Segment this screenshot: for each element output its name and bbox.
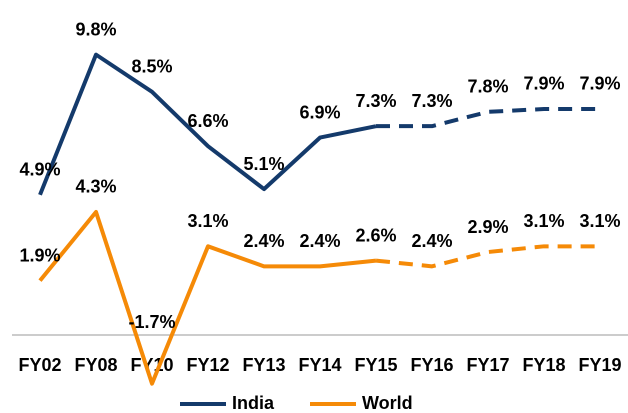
data-label: 3.1% [523,211,564,231]
series-line [38,209,377,386]
x-tick-label: FY19 [578,355,621,375]
x-tick-label: FY17 [466,355,509,375]
series-line [38,52,377,196]
x-tick-label: FY08 [74,355,117,375]
x-tick-label: FY13 [242,355,285,375]
data-label: 2.4% [411,231,452,251]
data-label: 7.8% [467,77,508,97]
data-label: 7.9% [579,74,620,94]
data-label: 9.8% [75,19,116,39]
x-tick-label: FY02 [18,355,61,375]
x-tick-label: FY16 [410,355,453,375]
data-label: -1.7% [128,312,175,332]
data-label: 7.9% [523,74,564,94]
x-tick-label: FY15 [354,355,397,375]
data-label: 3.1% [579,211,620,231]
data-label: 1.9% [19,245,60,265]
data-label: 4.3% [75,177,116,197]
x-tick-label: FY12 [186,355,229,375]
data-label: 2.6% [355,225,396,245]
data-label: 4.9% [19,160,60,180]
legend-label: India [232,393,275,413]
x-tick-label: FY10 [130,355,173,375]
data-label: 8.5% [131,57,172,77]
data-label: 5.1% [243,154,284,174]
data-label: 6.6% [187,111,228,131]
data-label: 2.4% [243,231,284,251]
series-line [375,244,600,269]
data-label: 7.3% [355,91,396,111]
data-label: 6.9% [299,102,340,122]
legend-label: World [362,393,413,413]
series-line [376,106,600,129]
x-tick-label: FY18 [522,355,565,375]
data-label: 2.9% [467,217,508,237]
data-label: 7.3% [411,91,452,111]
data-label: 2.4% [299,231,340,251]
data-label: 3.1% [187,211,228,231]
x-tick-label: FY14 [298,355,341,375]
